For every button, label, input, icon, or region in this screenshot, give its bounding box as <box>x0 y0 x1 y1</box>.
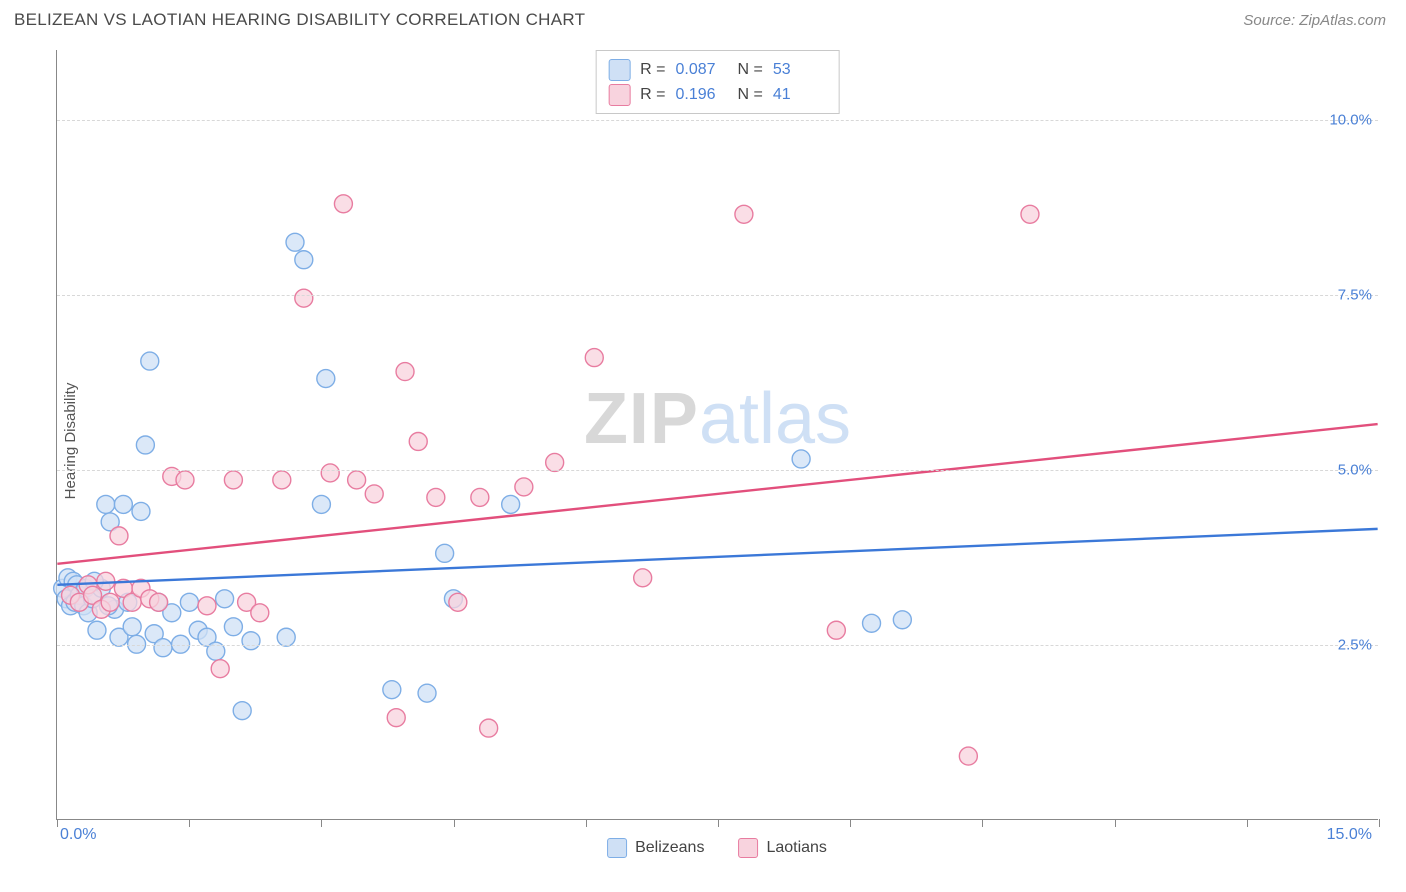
stats-r-value: 0.196 <box>676 83 728 108</box>
x-tick <box>1379 819 1380 827</box>
trend-line <box>57 424 1377 564</box>
scatter-point <box>449 593 467 611</box>
scatter-point <box>295 251 313 269</box>
scatter-point <box>216 590 234 608</box>
gridline <box>57 295 1378 296</box>
stats-row: R = 0.087 N = 53 <box>608 58 825 83</box>
chart-source: Source: ZipAtlas.com <box>1243 12 1386 29</box>
y-tick-label: 5.0% <box>1338 462 1372 479</box>
scatter-point <box>286 233 304 251</box>
scatter-point <box>136 436 154 454</box>
scatter-point <box>546 453 564 471</box>
x-axis-labels: 0.0% BelizeansLaotians 15.0% <box>56 826 1378 852</box>
scatter-point <box>242 632 260 650</box>
scatter-point <box>123 618 141 636</box>
scatter-point <box>334 195 352 213</box>
scatter-point <box>233 702 251 720</box>
series-swatch <box>608 84 630 106</box>
scatter-point <box>88 621 106 639</box>
scatter-point <box>480 719 498 737</box>
scatter-point <box>585 349 603 367</box>
scatter-point <box>154 639 172 657</box>
scatter-point <box>1021 205 1039 223</box>
scatter-point <box>515 478 533 496</box>
gridline <box>57 470 1378 471</box>
source-prefix: Source: <box>1243 12 1299 29</box>
scatter-point <box>101 593 119 611</box>
y-tick-label: 10.0% <box>1329 112 1372 129</box>
series-swatch <box>608 59 630 81</box>
scatter-point <box>97 495 115 513</box>
scatter-point <box>321 464 339 482</box>
plot-svg <box>57 50 1378 819</box>
stats-legend-box: R = 0.087 N = 53 R = 0.196 N = 41 <box>595 50 840 114</box>
legend-item: Belizeans <box>607 838 704 858</box>
trend-line <box>57 529 1377 585</box>
gridline <box>57 645 1378 646</box>
scatter-point <box>735 205 753 223</box>
x-axis-min-label: 0.0% <box>60 826 96 844</box>
scatter-point <box>893 611 911 629</box>
legend-swatch <box>607 838 627 858</box>
scatter-point <box>348 471 366 489</box>
stats-r-label: R = <box>640 83 665 108</box>
scatter-point <box>224 618 242 636</box>
legend-item: Laotians <box>738 838 827 858</box>
source-name: ZipAtlas.com <box>1299 12 1386 29</box>
scatter-point <box>383 681 401 699</box>
scatter-point <box>471 488 489 506</box>
legend-label: Laotians <box>766 839 827 857</box>
scatter-point <box>132 502 150 520</box>
stats-n-label: N = <box>738 83 763 108</box>
plot-area: ZIPatlas R =0.087N =53R =0.196N =41 2.5%… <box>56 50 1378 820</box>
stats-n-value: 53 <box>773 58 825 83</box>
gridline <box>57 120 1378 121</box>
scatter-point <box>198 597 216 615</box>
legend-swatch <box>738 838 758 858</box>
stats-n-label: N = <box>738 58 763 83</box>
chart-container: Hearing Disability ZIPatlas R =0.087N =5… <box>18 36 1388 846</box>
scatter-point <box>427 488 445 506</box>
scatter-point <box>114 495 132 513</box>
scatter-point <box>295 289 313 307</box>
scatter-point <box>211 660 229 678</box>
scatter-point <box>176 471 194 489</box>
stats-n-value: 41 <box>773 83 825 108</box>
scatter-point <box>180 593 198 611</box>
stats-row: R = 0.196 N = 41 <box>608 83 825 108</box>
scatter-point <box>959 747 977 765</box>
stats-r-value: 0.087 <box>676 58 728 83</box>
x-axis-max-label: 15.0% <box>1327 826 1372 844</box>
chart-header: BELIZEAN VS LAOTIAN HEARING DISABILITY C… <box>0 0 1406 36</box>
scatter-point <box>224 471 242 489</box>
scatter-point <box>277 628 295 646</box>
y-tick-label: 7.5% <box>1338 287 1372 304</box>
chart-title: BELIZEAN VS LAOTIAN HEARING DISABILITY C… <box>14 10 585 30</box>
scatter-point <box>634 569 652 587</box>
scatter-point <box>827 621 845 639</box>
scatter-point <box>365 485 383 503</box>
scatter-point <box>396 363 414 381</box>
scatter-point <box>317 370 335 388</box>
scatter-point <box>792 450 810 468</box>
scatter-point <box>150 593 168 611</box>
scatter-point <box>863 614 881 632</box>
scatter-point <box>436 544 454 562</box>
scatter-point <box>312 495 330 513</box>
scatter-point <box>409 433 427 451</box>
scatter-point <box>418 684 436 702</box>
bottom-legend: Belizeans Laotians <box>607 838 827 858</box>
scatter-point <box>141 352 159 370</box>
y-tick-label: 2.5% <box>1338 637 1372 654</box>
scatter-point <box>251 604 269 622</box>
stats-r-label: R = <box>640 58 665 83</box>
scatter-point <box>502 495 520 513</box>
scatter-point <box>110 527 128 545</box>
legend-label: Belizeans <box>635 839 704 857</box>
scatter-point <box>387 709 405 727</box>
scatter-point <box>273 471 291 489</box>
